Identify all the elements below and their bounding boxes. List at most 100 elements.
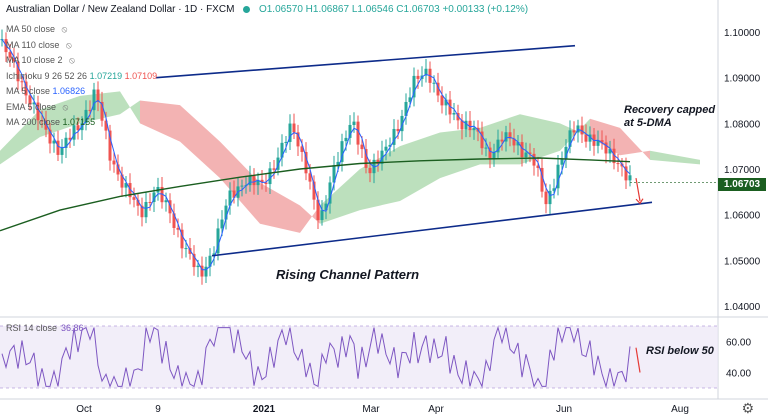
candle-body [176, 227, 180, 230]
candle [180, 223, 184, 259]
candle-body [280, 142, 284, 158]
eye-off-icon[interactable]: ⦸ [61, 24, 68, 34]
candle-body [376, 159, 380, 164]
candle-body [412, 75, 416, 98]
candle-body [260, 179, 264, 183]
candle-body [368, 167, 372, 174]
candle [472, 120, 476, 140]
candle [416, 69, 420, 89]
candle-body [300, 146, 304, 153]
channel-upper-line [155, 44, 576, 79]
candle [248, 165, 252, 192]
price-tick-label: 1.09000 [724, 74, 761, 85]
candle [616, 154, 620, 172]
candle-body [52, 140, 56, 144]
time-tick-label: 2021 [253, 404, 276, 415]
candle [304, 142, 308, 181]
candle-body [568, 130, 572, 147]
candle [384, 139, 388, 161]
candle [460, 114, 464, 140]
candle-body [548, 190, 552, 205]
candle-body [76, 125, 80, 131]
candle-body [628, 175, 632, 181]
candle-body [116, 164, 120, 175]
candle-body [124, 183, 128, 188]
candle-body [272, 168, 276, 170]
candle-body [488, 147, 492, 159]
candle-body [12, 57, 16, 62]
eye-off-icon[interactable]: ⦸ [65, 39, 72, 50]
candle-body [520, 142, 524, 158]
ohlc-readout: O1.06570 H1.06867 L1.06546 C1.06703 +0.0… [258, 4, 529, 15]
time-tick-label: 9 [155, 404, 161, 415]
candle-body [196, 265, 200, 268]
candle [412, 67, 416, 107]
candle-body [496, 139, 500, 153]
indicator-item[interactable]: EMA 5 close ⦸ [6, 100, 157, 116]
candle-body [132, 197, 136, 200]
candle [272, 159, 276, 179]
candle [0, 29, 4, 47]
indicator-legend: MA 50 close ⦸ MA 110 close ⦸ MA 10 close… [6, 22, 157, 131]
candle-body [180, 229, 184, 249]
candle-body [84, 109, 88, 124]
eye-off-icon[interactable]: ⦸ [62, 101, 69, 112]
candle-body [408, 97, 412, 102]
candle [484, 138, 488, 157]
candle-body [148, 201, 152, 203]
cloud-segment [180, 105, 220, 179]
candle-body [524, 152, 528, 158]
candle-body [140, 205, 144, 218]
channel-lower-line [211, 201, 653, 257]
last-price-tag: 1.06703 [718, 178, 766, 191]
indicator-item[interactable]: Ichimoku 9 26 52 26 1.07219 1.07109 [6, 69, 157, 85]
candle [556, 154, 560, 196]
indicator-item[interactable]: MA 10 close 2 ⦸ [6, 53, 157, 69]
candle [260, 170, 264, 190]
rsi-legend[interactable]: RSI 14 close 36.86 [6, 323, 84, 333]
candle [444, 93, 448, 116]
candle-body [32, 102, 36, 105]
candle-body [8, 52, 12, 58]
candle-body [608, 148, 612, 154]
candle [208, 248, 212, 277]
indicator-item[interactable]: MA 200 close 1.07155 [6, 115, 157, 131]
candle [392, 119, 396, 152]
candle-body [184, 248, 188, 250]
indicator-item[interactable]: MA 50 close ⦸ [6, 22, 157, 38]
indicator-item[interactable]: MA 110 close ⦸ [6, 38, 157, 54]
candle-body [276, 157, 280, 170]
price-tick-label: 1.07000 [724, 165, 761, 176]
candle [580, 116, 584, 144]
candle [564, 139, 568, 169]
cloud-segment [260, 182, 300, 233]
candle-body [160, 186, 164, 203]
candle-body [192, 253, 196, 268]
candle [32, 94, 36, 114]
candle [480, 121, 484, 155]
candle [200, 256, 204, 285]
candle [16, 52, 20, 90]
candle-body [204, 266, 208, 277]
gear-icon[interactable]: ⚙ [741, 400, 754, 416]
candle [84, 100, 88, 131]
candle-body [400, 115, 404, 132]
candle [552, 178, 556, 199]
candle-body [168, 200, 172, 214]
candle-body [600, 140, 604, 143]
candle-body [292, 123, 296, 133]
candle-body [388, 144, 392, 147]
indicator-item[interactable]: MA 5 close 1.06826 [6, 84, 157, 100]
candle [164, 192, 168, 212]
cloud-segment [440, 127, 480, 179]
candle-body [28, 95, 32, 105]
candle [500, 131, 504, 151]
candle-body [232, 190, 236, 198]
candle-body [572, 130, 576, 133]
cloud-segment [120, 91, 140, 124]
eye-off-icon[interactable]: ⦸ [69, 55, 75, 65]
candle-body [224, 205, 228, 220]
